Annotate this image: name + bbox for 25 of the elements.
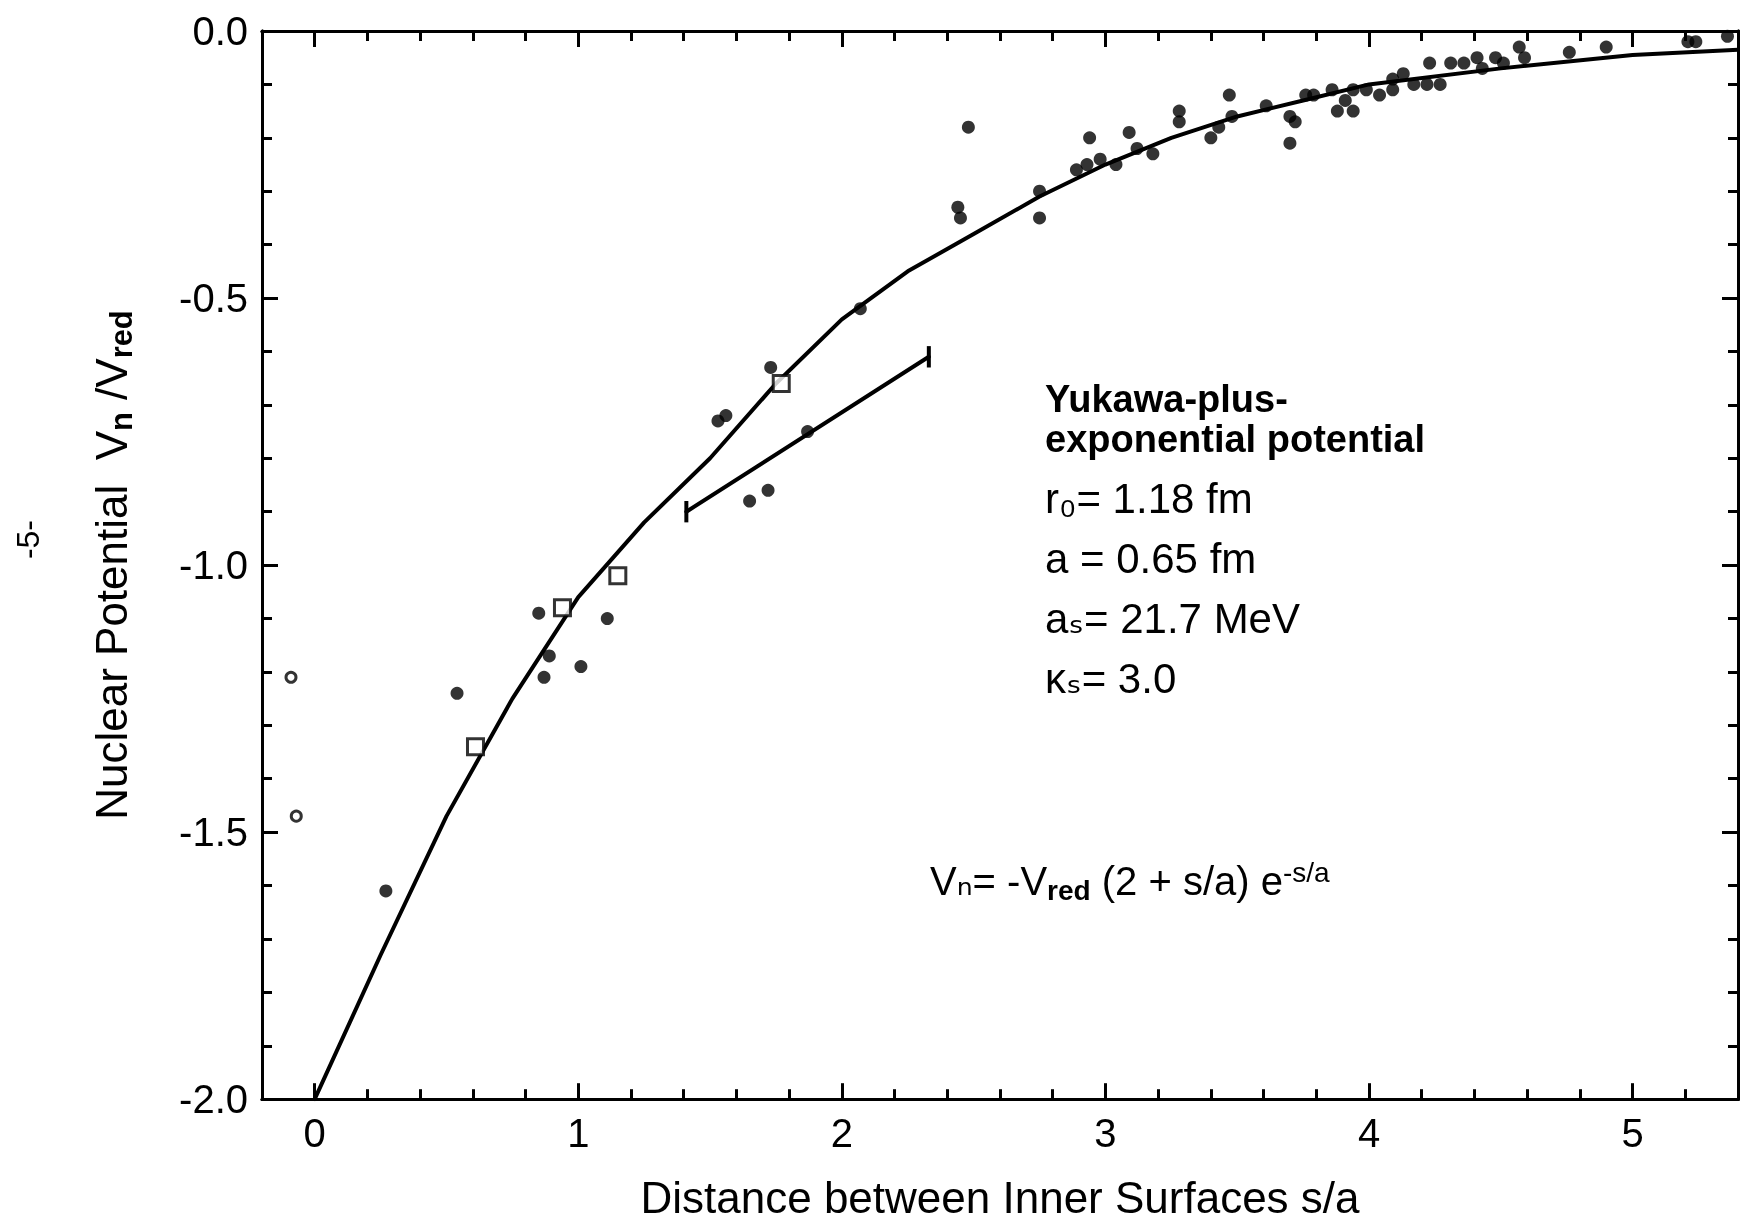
annotation: a = 0.65 fm <box>1045 535 1257 583</box>
point <box>289 809 303 823</box>
annotation: κₛ= 3.0 <box>1045 655 1177 703</box>
y-tick-label: -1.0 <box>179 543 248 588</box>
x-axis-title: Distance between Inner Surfaces s/a <box>640 1173 1361 1223</box>
x-tick-label: 2 <box>830 1111 853 1156</box>
annotation: Yukawa-plus- exponential potential <box>1045 378 1426 460</box>
y-tick-label: 0.0 <box>192 9 248 53</box>
text: -5- <box>10 520 46 560</box>
x-tick-label: 5 <box>1621 1111 1644 1156</box>
x-tick-label: 1 <box>567 1111 590 1156</box>
point <box>771 374 791 394</box>
point <box>552 598 572 618</box>
x-tick-label: 3 <box>1094 1111 1117 1156</box>
x-tick-label: 4 <box>1357 1111 1381 1156</box>
y-tick-label: -1.5 <box>179 810 248 855</box>
annotation: r₀= 1.18 fm <box>1045 475 1253 523</box>
point <box>608 566 628 586</box>
y-axis-title: Nuclear Potential Vn /Vred <box>86 310 139 820</box>
annotation: aₛ= 21.7 MeV <box>1045 595 1300 643</box>
point <box>284 670 298 684</box>
point <box>465 737 485 757</box>
y-tick-label: -0.5 <box>179 276 248 321</box>
x-tick-label: 0 <box>303 1111 326 1156</box>
y-tick-label: -2.0 <box>179 1077 248 1122</box>
